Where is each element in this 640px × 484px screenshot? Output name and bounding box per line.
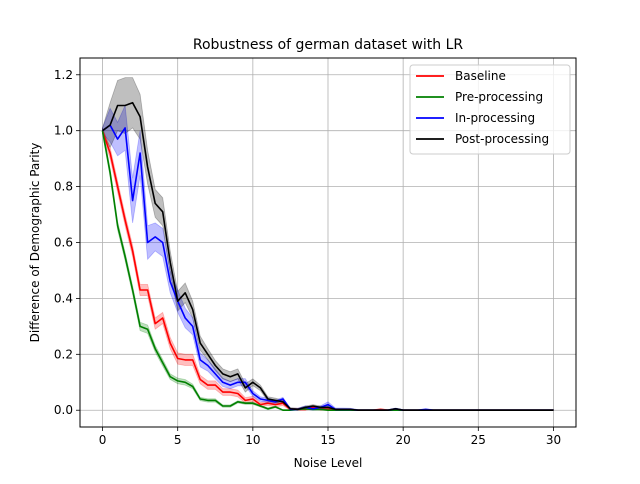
x-tick-label: 0 — [99, 433, 107, 447]
grid — [80, 58, 576, 427]
y-tick-label: 1.2 — [54, 68, 73, 82]
y-tick-label: 0.8 — [54, 180, 73, 194]
legend-label-in-processing: In-processing — [455, 111, 535, 125]
x-axis-ticks: 0 5 10 15 20 25 30 — [99, 427, 561, 447]
line-post-processing — [102, 101, 554, 412]
y-tick-label: 0.4 — [54, 291, 73, 305]
x-axis-label: Noise Level — [294, 456, 363, 470]
y-axis-label: Difference of Demographic Parity — [28, 143, 42, 343]
legend: Baseline Pre-processing In-processing Post-… — [409, 64, 571, 155]
y-tick-label: 0.2 — [54, 347, 73, 361]
x-tick-label: 25 — [471, 433, 486, 447]
x-tick-label: 30 — [546, 433, 561, 447]
x-tick-label: 20 — [396, 433, 411, 447]
x-tick-label: 5 — [174, 433, 182, 447]
series-lines — [101, 101, 554, 412]
legend-label-baseline: Baseline — [455, 69, 506, 83]
y-tick-label: 0.6 — [54, 236, 73, 250]
y-axis-ticks: 0.0 0.2 0.4 0.6 0.8 1.0 1.2 — [54, 68, 80, 417]
legend-label-pre-processing: Pre-processing — [455, 90, 543, 104]
chart-title: Robustness of german dataset with LR — [193, 37, 464, 53]
x-tick-label: 10 — [245, 433, 260, 447]
x-tick-label: 15 — [320, 433, 335, 447]
legend-box — [409, 64, 571, 155]
y-tick-label: 0.0 — [54, 403, 73, 417]
y-tick-label: 1.0 — [54, 124, 73, 138]
legend-label-post-processing: Post-processing — [455, 132, 549, 146]
